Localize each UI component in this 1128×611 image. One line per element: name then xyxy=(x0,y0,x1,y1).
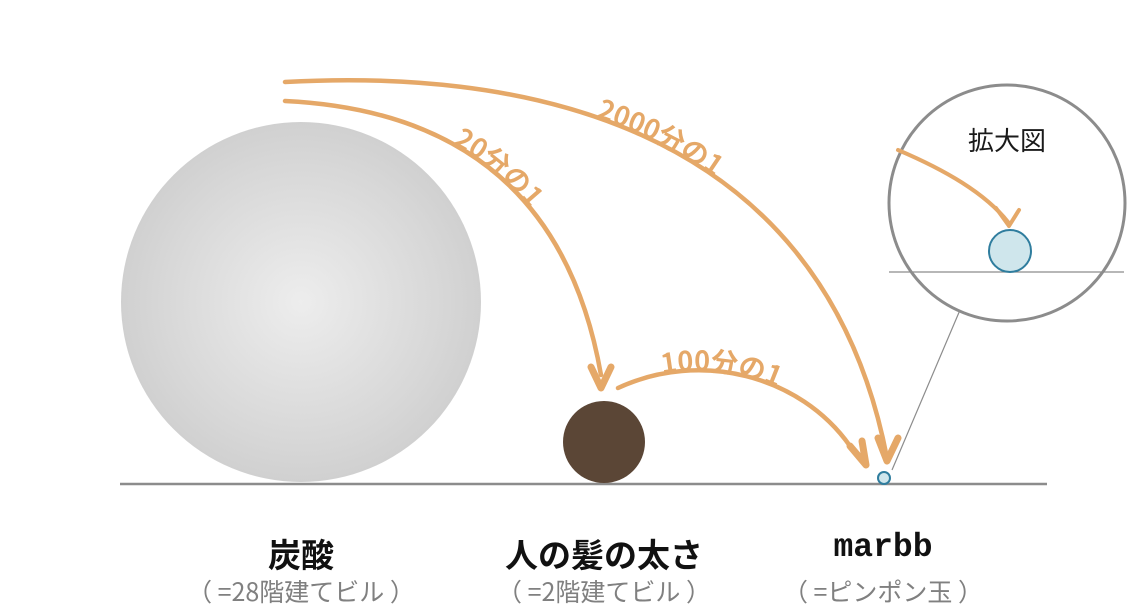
svg-text:100分の1: 100分の1 xyxy=(658,339,789,394)
svg-text:20分の1: 20分の1 xyxy=(449,117,554,214)
svg-text:2000分の1: 2000分の1 xyxy=(593,88,732,183)
svg-text:拡大図: 拡大図 xyxy=(968,121,1046,158)
